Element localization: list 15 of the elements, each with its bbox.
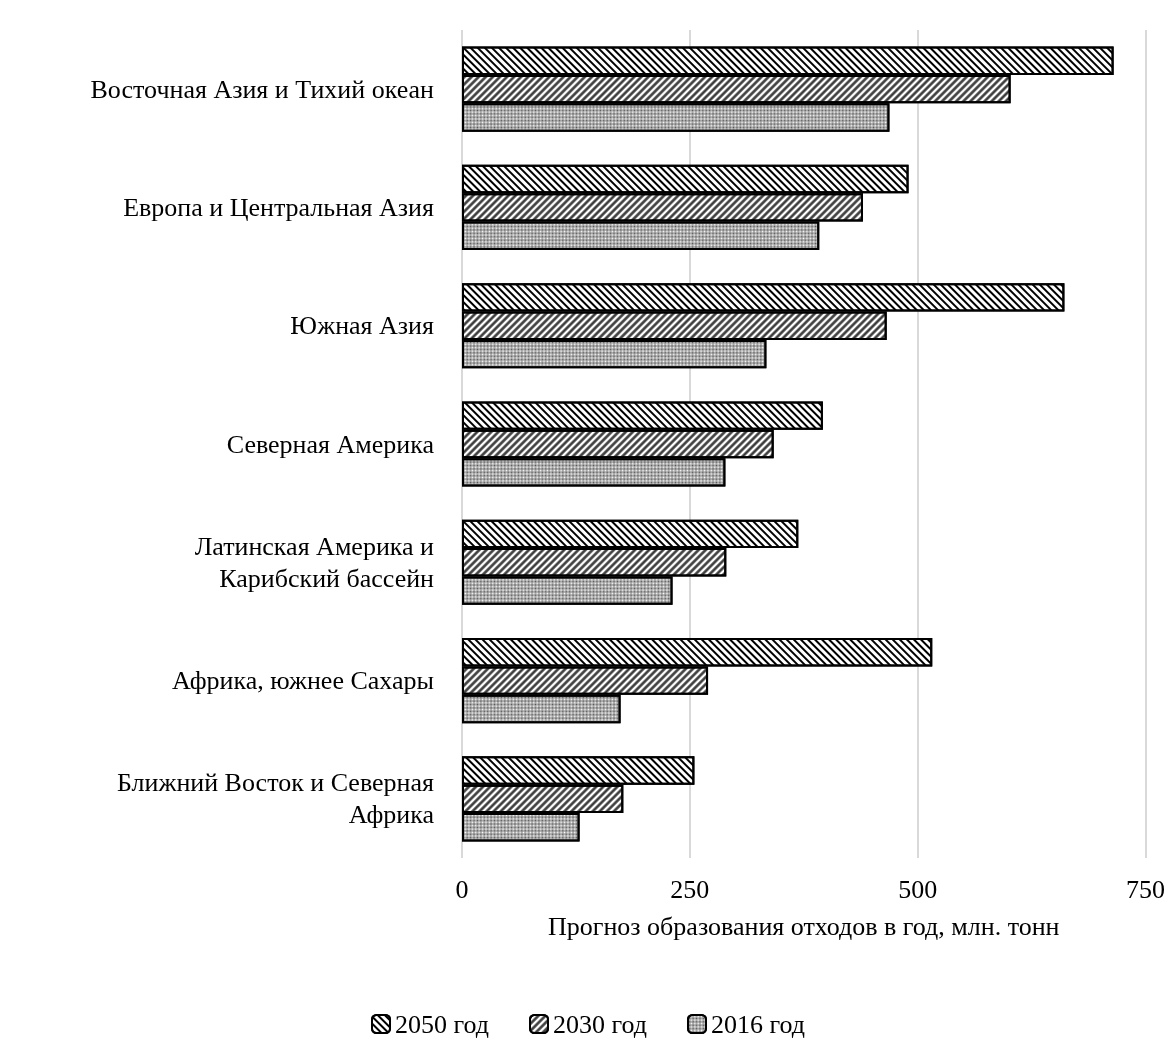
legend-label: 2030 год [553,1009,647,1039]
x-tick-label: 0 [455,874,469,904]
legend-label: 2016 год [711,1009,805,1039]
x-tick-label: 250 [670,874,710,904]
y-tick-label: Африка, южнее Сахары [171,666,434,696]
x-tick-label: 750 [1126,874,1165,904]
legend-label: 2050 год [395,1009,490,1039]
x-axis-title: Прогноз образования отходов в год, млн. тонн [547,911,1060,941]
y-tick-label: Южная Азия [290,311,435,341]
y-tick-label: Европа и Центральная Азия [123,192,435,222]
y-tick-label: Северная Америка [226,429,435,459]
y-tick-label: Ближний Восток и Северная Африка [116,768,435,830]
y-tick-label: Восточная Азия и Тихий океан [90,74,435,104]
y-tick-label: Латинская Америка и Карибский бассейн [194,531,435,593]
x-tick-label: 500 [898,874,938,904]
